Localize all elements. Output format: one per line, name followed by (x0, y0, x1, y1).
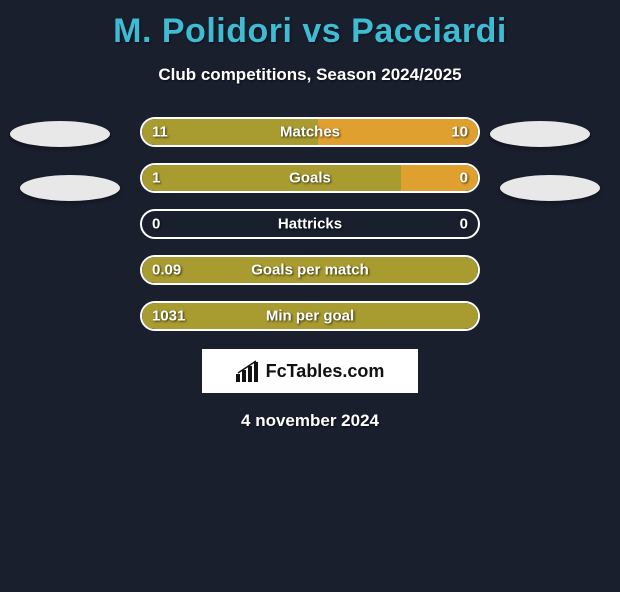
value-right: 0 (460, 216, 468, 233)
bar-left (142, 165, 401, 191)
metric-label: Min per goal (266, 308, 354, 325)
snapshot-date: 4 november 2024 (0, 411, 620, 431)
value-left: 0.09 (152, 262, 181, 279)
bars-icon (236, 360, 262, 382)
value-right: 0 (460, 170, 468, 187)
value-left: 1031 (152, 308, 185, 325)
metric-label: Goals (289, 170, 331, 187)
player-left-avatar-2 (20, 175, 120, 201)
comparison-chart: 11 Matches 10 1 Goals 0 0 Hattricks 0 0.… (0, 117, 620, 431)
comparison-title: M. Polidori vs Pacciardi (0, 12, 620, 51)
metric-row-hattricks: 0 Hattricks 0 (140, 209, 480, 239)
logo-text: FcTables.com (266, 361, 385, 382)
value-right: 10 (451, 124, 468, 141)
value-left: 1 (152, 170, 160, 187)
metric-label: Hattricks (278, 216, 342, 233)
metric-row-goals: 1 Goals 0 (140, 163, 480, 193)
comparison-subtitle: Club competitions, Season 2024/2025 (0, 65, 620, 85)
metric-row-goals-per-match: 0.09 Goals per match (140, 255, 480, 285)
player-left-avatar-1 (10, 121, 110, 147)
player-right-avatar-2 (500, 175, 600, 201)
value-left: 11 (152, 124, 168, 141)
metric-label: Goals per match (251, 262, 369, 279)
logo-inner: FcTables.com (236, 360, 385, 382)
metric-label: Matches (280, 124, 340, 141)
metric-row-matches: 11 Matches 10 (140, 117, 480, 147)
value-left: 0 (152, 216, 160, 233)
source-logo: FcTables.com (202, 349, 418, 393)
metric-row-min-per-goal: 1031 Min per goal (140, 301, 480, 331)
player-right-avatar-1 (490, 121, 590, 147)
